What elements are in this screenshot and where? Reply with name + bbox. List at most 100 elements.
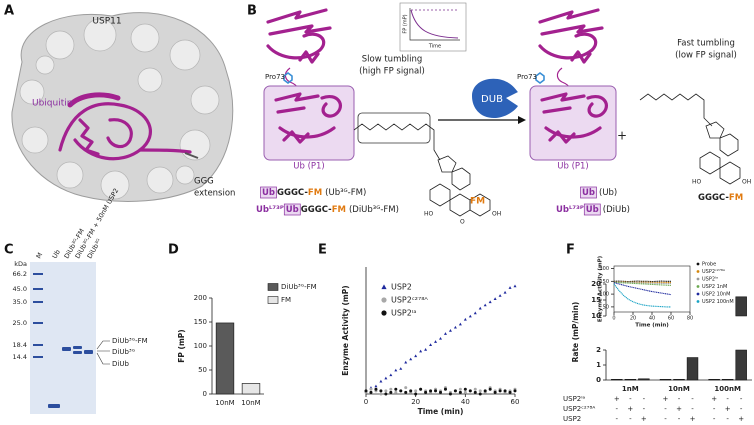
band-label: DiUb³ᴳ-FM xyxy=(112,337,148,345)
x-tick-label: 0 xyxy=(612,316,615,322)
y-tick-label: 0 xyxy=(596,376,601,384)
substrate-line: Ubᴸ⁷³ᴾ Ub GGGC-FM (DiUb³ᴳ-FM) xyxy=(256,205,399,215)
y-tick-label: 200 xyxy=(599,266,609,272)
x-tick-label: 1nM xyxy=(622,385,639,393)
treatment-sign: + xyxy=(627,405,633,413)
ub-tag: Ub xyxy=(286,205,299,215)
x-tick-label: 100nM xyxy=(714,385,741,393)
ub-tag: Ub xyxy=(262,188,275,198)
treatment-label: USP2ᶜ²⁷⁸ᴬ xyxy=(563,405,595,413)
data-point xyxy=(493,297,497,300)
gel xyxy=(30,262,96,414)
treatment-sign: - xyxy=(664,405,667,413)
data-point xyxy=(439,390,442,394)
legend-marker xyxy=(696,277,700,281)
treatment-sign: - xyxy=(726,415,729,423)
reaction-arrowhead xyxy=(518,116,526,124)
treatment-sign: - xyxy=(678,415,681,423)
panel-label: C xyxy=(4,243,14,258)
legend-label: FM xyxy=(281,296,291,304)
bar xyxy=(721,378,734,381)
treatment-sign: + xyxy=(614,395,620,403)
pro73-label: Pro73 xyxy=(517,73,537,81)
tumbling-label: (high FP signal) xyxy=(359,67,425,77)
fp-inset-axes xyxy=(409,8,460,41)
ladder-label: 66.2 xyxy=(13,270,27,278)
data-point xyxy=(414,392,418,396)
data-point xyxy=(448,329,452,332)
data-point xyxy=(439,336,442,340)
peptide-chain xyxy=(353,123,441,161)
product-peptide: GGGC- xyxy=(698,193,729,203)
ladder-label: 25.0 xyxy=(13,319,27,327)
data-point xyxy=(384,392,388,396)
ub-p1-box xyxy=(263,85,355,161)
bar xyxy=(708,378,720,381)
treatment-sign: - xyxy=(691,405,694,413)
data-point xyxy=(468,389,472,393)
substrate-name: (Ub³ᴳ-FM) xyxy=(325,188,366,198)
treatment-sign: + xyxy=(738,415,744,423)
data-point xyxy=(478,306,482,310)
legend-label: Probe xyxy=(702,262,716,268)
data-point xyxy=(394,387,398,391)
y-axis-label: Rate (mP/min) xyxy=(571,302,580,363)
tumbling-label: (low FP signal) xyxy=(675,51,737,61)
data-point xyxy=(424,390,428,394)
linker-box xyxy=(357,112,431,144)
band-label: DiUb xyxy=(112,360,129,368)
y-tick-label: 2 xyxy=(596,346,601,354)
lane-label: Ub xyxy=(51,248,62,260)
panel-b: B HO O OH FM Pro73 Ub (P1) Slow tumbling… xyxy=(247,2,751,226)
treatment-sign: + xyxy=(711,395,717,403)
ggg-extension xyxy=(184,152,199,159)
data-point xyxy=(399,389,403,393)
treatment-sign: + xyxy=(641,415,647,423)
data-point xyxy=(394,390,398,394)
data-point xyxy=(404,360,408,364)
pro73-label: Pro73 xyxy=(265,73,285,81)
data-point xyxy=(493,390,497,394)
ub-box xyxy=(283,203,301,216)
pro73-marker xyxy=(283,72,293,84)
data-point xyxy=(399,367,403,370)
data-point xyxy=(513,389,517,393)
treatment-sign: - xyxy=(740,395,743,403)
y-axis-label: Enzyme Activity (mP) xyxy=(341,285,350,375)
legend-marker xyxy=(696,292,700,296)
data-point xyxy=(448,392,452,396)
panel-label: D xyxy=(168,243,179,258)
treatment-sign: + xyxy=(663,395,669,403)
data-point xyxy=(381,284,387,290)
x-tick-label: 20 xyxy=(411,398,420,406)
bar xyxy=(624,378,637,381)
fm-label: FM xyxy=(470,197,485,207)
data-point xyxy=(483,303,487,307)
atom-label: OH xyxy=(742,179,751,186)
data-point xyxy=(409,389,413,393)
treatment-sign: - xyxy=(691,395,694,403)
product-line: Ubᴸ⁷³ᴾ Ub (DiUb) xyxy=(556,205,630,215)
treatment-sign: - xyxy=(616,415,619,423)
ladder-label: 18.4 xyxy=(13,341,27,349)
legend-label: USP2 xyxy=(391,283,412,292)
y-tick-label: 100 xyxy=(194,342,207,350)
data-point xyxy=(443,387,447,391)
plus-sign: + xyxy=(617,129,627,143)
x-tick-label: 10nM xyxy=(668,385,690,393)
ubiquitin-distal xyxy=(538,8,604,64)
y-tick-label: 15 xyxy=(591,296,601,304)
data-point xyxy=(384,376,388,380)
axes xyxy=(365,267,515,395)
y-tick-label: 1 xyxy=(596,361,601,369)
data-point xyxy=(364,389,368,393)
ubiquitin-proximal xyxy=(274,92,342,144)
series-line xyxy=(613,283,671,308)
data-point xyxy=(369,390,373,394)
atom-label: OH xyxy=(492,211,501,218)
ladder-label: 14.4 xyxy=(13,353,27,361)
ub-tag: Ub xyxy=(582,188,595,198)
tumbling-label: Fast tumbling xyxy=(677,39,735,49)
data-point xyxy=(434,340,438,343)
